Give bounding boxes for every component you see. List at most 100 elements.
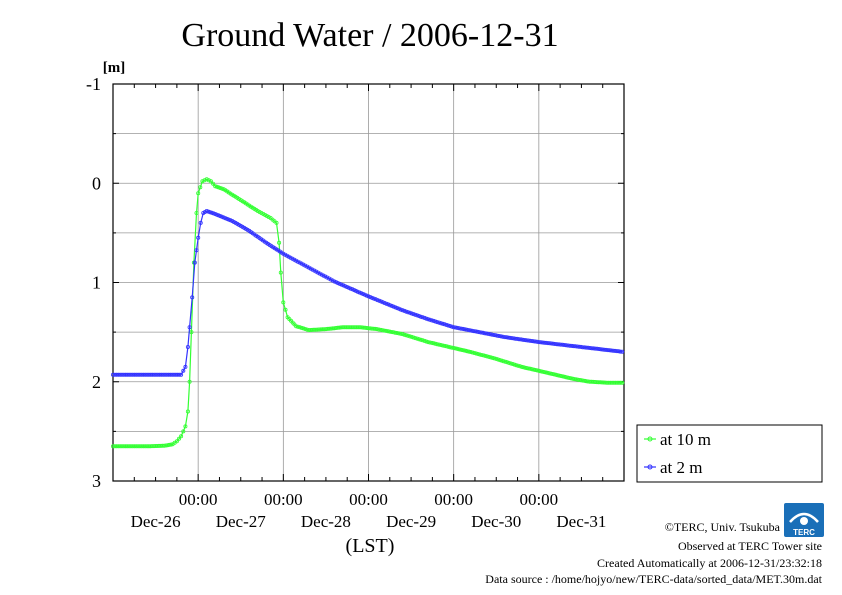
x-axis-label: (LST) [346,535,395,557]
data-point [466,349,471,354]
data-point [405,333,410,338]
data-point [488,332,493,337]
data-point [370,295,375,300]
x-time-label: 00:00 [349,490,388,509]
data-point [211,181,216,186]
data-point [185,344,190,349]
data-point [589,346,594,351]
data-point [337,281,342,286]
data-point [385,329,390,334]
data-point [194,210,199,215]
data-point [470,350,475,355]
data-point [405,310,410,315]
legend-box [636,424,823,483]
terc-logo: TERC [784,503,824,537]
data-point [473,329,478,334]
data-point [587,345,592,350]
data-point [449,345,454,350]
data-point [137,444,142,449]
data-point [558,342,563,347]
data-point [427,317,432,322]
data-point [508,335,513,340]
data-point [497,358,502,363]
data-point [464,327,469,332]
data-point [283,307,288,312]
data-point [128,444,133,449]
data-point [514,363,519,368]
data-point [139,372,144,377]
data-point [132,444,137,449]
data-point [174,439,179,444]
data-point [499,334,504,339]
data-point [202,178,207,183]
data-point [451,325,456,330]
data-point [620,349,625,354]
data-point [400,308,405,313]
data-point [395,330,400,335]
y-tick-label: 0 [92,173,101,193]
data-point [468,328,473,333]
data-point [426,340,431,345]
data-point [578,344,583,349]
data-point [501,359,506,364]
data-point [584,345,589,350]
data-point [511,336,516,341]
data-point [602,347,607,352]
y-axis: -1 0 1 2 3 [86,74,624,491]
x-time-label: 00:00 [519,490,558,509]
data-point [503,359,508,364]
data-point [159,372,164,377]
x-date-label: Dec-29 [386,512,436,531]
data-point [161,372,166,377]
data-point [295,259,300,264]
data-point [442,343,447,348]
data-point [348,286,353,291]
data-point [176,436,181,441]
data-point [411,335,416,340]
data-point [187,379,192,384]
y-tick-label: 1 [92,273,101,293]
data-point [527,338,532,343]
data-point [278,270,283,275]
data-point [564,343,569,348]
data-point [389,329,394,334]
data-point [433,319,438,324]
data-point [453,325,458,330]
data-point [187,325,192,330]
y-axis-unit: [m] [103,60,126,76]
data-point [526,338,531,343]
data-point [591,346,596,351]
data-point [130,372,135,377]
data-point [518,364,523,369]
data-point [303,326,308,331]
data-point [455,325,460,330]
data-point [620,380,625,385]
data-point [387,303,392,308]
data-point [495,333,500,338]
x-time-label: 00:00 [264,490,303,509]
y-tick-label: -1 [86,74,101,94]
x-date-label: Dec-26 [131,512,181,531]
data-point [196,191,201,196]
data-point [420,338,425,343]
data-point [484,331,489,336]
legend-label: at 2 m [660,458,703,477]
data-point [549,341,554,346]
data-point [422,338,427,343]
copyright-text: ©TERC, Univ. Tsukuba [665,520,781,534]
data-point [376,327,381,332]
data-point [378,327,383,332]
data-point [398,331,403,336]
data-point [206,178,211,183]
data-point [192,260,197,265]
data-point [614,349,619,354]
created-text: Created Automatically at 2006-12-31/23:3… [597,556,822,570]
legend: at 10 m at 2 m [636,424,823,483]
data-point [404,333,409,338]
data-point [415,336,420,341]
legend-label: at 10 m [660,430,711,449]
data-point [190,295,195,300]
data-point [575,344,580,349]
data-point [524,338,529,343]
data-point [493,333,498,338]
